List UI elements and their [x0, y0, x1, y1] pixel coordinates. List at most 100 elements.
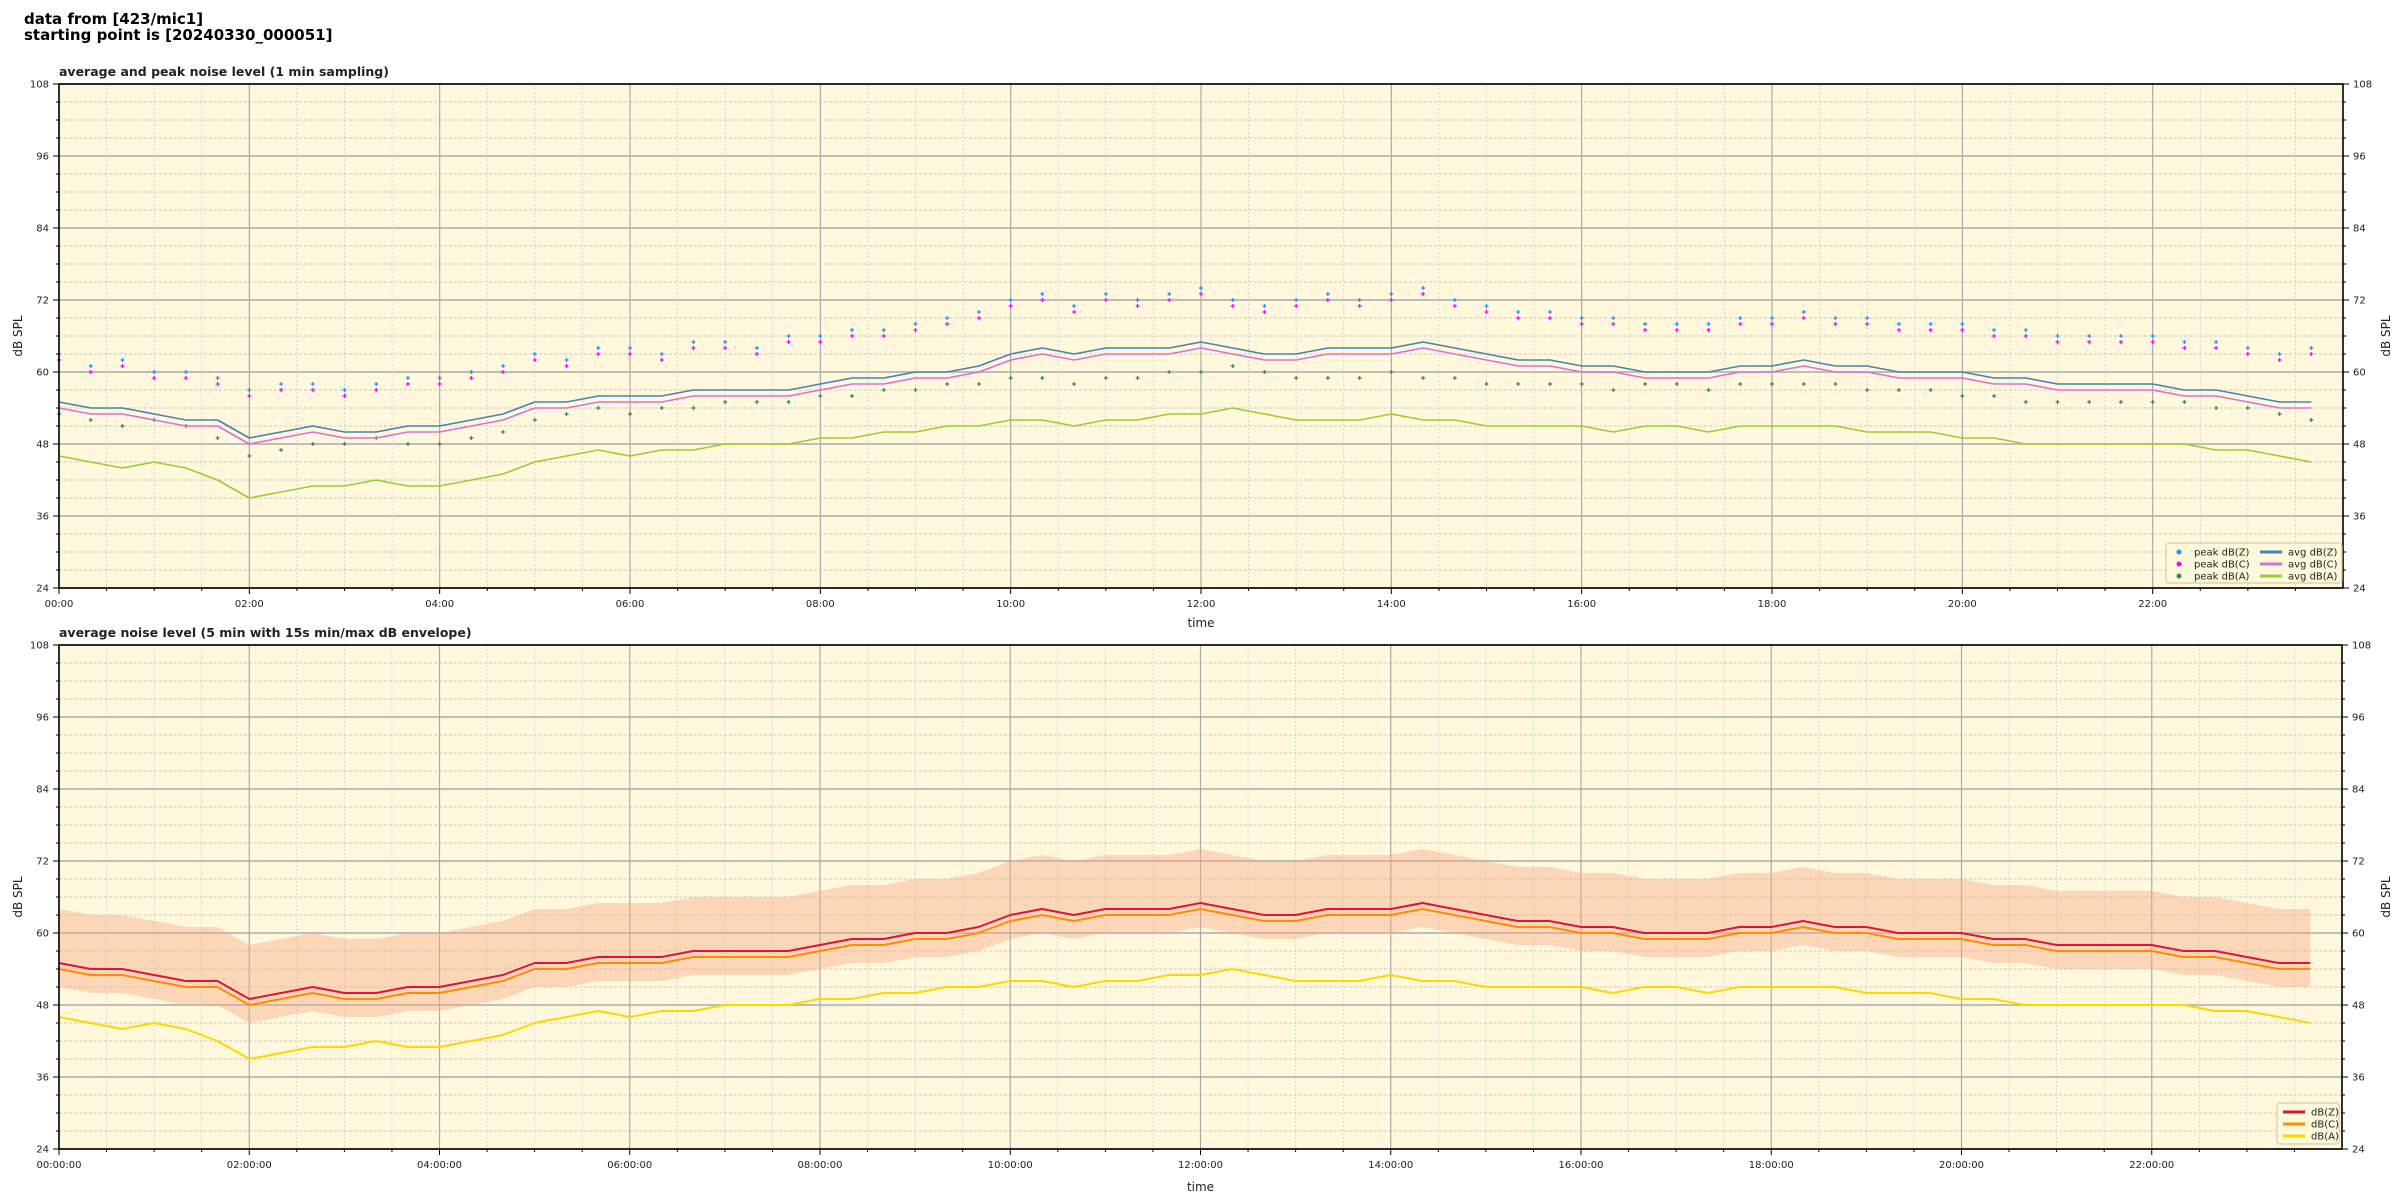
data-point: [1643, 322, 1648, 326]
y-tick-label-right: 72: [2353, 296, 2366, 307]
y-tick-label-right: 108: [2353, 80, 2372, 91]
data-point: [279, 388, 284, 392]
x-tick-label: 02:00:00: [227, 1160, 272, 1171]
data-point: [754, 400, 759, 404]
x-axis-label: time: [1187, 1180, 1214, 1194]
y-axis-label-left: dB SPL: [11, 876, 25, 918]
data-point: [691, 346, 696, 350]
data-point: [247, 454, 252, 458]
data-point: [405, 442, 410, 446]
data-point: [2309, 352, 2314, 356]
data-point: [1452, 304, 1457, 308]
legend-label: dB(Z): [2311, 1108, 2339, 1119]
legend-marker-dot: [2176, 561, 2182, 567]
data-point: [659, 406, 664, 410]
data-point: [1770, 316, 1774, 320]
series-peak-db-z-: [57, 286, 2314, 392]
data-point: [564, 412, 569, 416]
data-point: [1547, 316, 1552, 320]
header-starting-point: starting point is [20240330_000051]: [24, 26, 333, 44]
data-point: [1611, 316, 1616, 320]
data-point: [1325, 298, 1330, 302]
x-tick-label: 06:00:00: [607, 1160, 652, 1171]
legend-label: peak dB(A): [2194, 572, 2250, 583]
data-point: [2118, 340, 2123, 344]
data-point: [215, 382, 220, 386]
data-point: [2023, 400, 2028, 404]
data-point: [2182, 340, 2187, 344]
legend: peak dB(Z)peak dB(C)peak dB(A)avg dB(Z)a…: [2165, 542, 2343, 584]
y-tick-label-left: 24: [36, 584, 49, 595]
data-point: [2055, 340, 2060, 344]
data-point: [1199, 286, 1203, 290]
x-tick-label: 20:00:00: [1939, 1160, 1984, 1171]
legend-label: avg dB(A): [2288, 572, 2338, 583]
data-point: [596, 346, 601, 350]
data-point: [1040, 376, 1045, 380]
data-point: [120, 364, 125, 368]
chart-title: average and peak noise level (1 min samp…: [59, 64, 389, 79]
y-tick-label-right: 84: [2353, 224, 2366, 235]
x-tick-label: 14:00:00: [1368, 1160, 1413, 1171]
data-point: [881, 328, 886, 332]
data-point: [786, 340, 791, 344]
data-point: [1389, 292, 1394, 296]
data-point: [2023, 334, 2028, 338]
data-point: [1579, 382, 1584, 386]
series-line-avg-db-a-: [58, 407, 2312, 499]
data-point: [976, 316, 981, 320]
data-point: [1896, 322, 1901, 326]
data-point: [1072, 310, 1077, 314]
data-point: [88, 418, 93, 422]
data-point: [88, 364, 93, 368]
y-tick-label-right: 24: [2352, 1145, 2365, 1156]
data-point: [1167, 292, 1172, 296]
data-point: [1611, 322, 1616, 326]
data-point: [1992, 394, 1997, 398]
legend-box: [2165, 542, 2343, 584]
x-tick-label: 16:00:00: [1559, 1160, 1604, 1171]
data-point: [501, 370, 506, 374]
data-point: [818, 334, 823, 338]
y-tick-label-left: 84: [36, 785, 49, 796]
data-point: [2277, 352, 2282, 356]
data-point: [1706, 322, 1711, 326]
data-point: [2055, 334, 2060, 338]
data-point: [850, 394, 855, 398]
envelope-band: [59, 849, 2311, 1023]
x-tick-label: 18:00: [1758, 599, 1787, 610]
data-point: [1040, 298, 1045, 302]
y-tick-label-left: 72: [36, 857, 49, 868]
data-point: [1674, 382, 1679, 386]
y-axis-label-right: dB SPL: [2379, 315, 2393, 357]
data-point: [1452, 298, 1457, 302]
data-point: [1294, 304, 1299, 308]
data-point: [342, 394, 347, 398]
chart-panel-1: 24 24 36 36 48 48 60 60 72 72 84 84 96 96 108 108 00:00 0…: [11, 64, 2393, 630]
y-tick-label-left: 108: [30, 641, 49, 652]
data-point: [1738, 316, 1743, 320]
legend-label: avg dB(C): [2288, 560, 2338, 571]
data-point: [1135, 376, 1140, 380]
data-point: [881, 388, 886, 392]
data-point: [501, 364, 506, 368]
data-point: [532, 358, 537, 362]
data-point: [628, 346, 632, 350]
data-point: [437, 382, 442, 386]
data-point: [152, 370, 157, 374]
data-point: [1294, 298, 1299, 302]
data-point: [1040, 292, 1045, 296]
data-point: [564, 364, 569, 368]
data-point: [691, 406, 696, 410]
data-point: [1008, 298, 1013, 302]
x-tick-label: 22:00: [2138, 599, 2167, 610]
data-point: [596, 352, 601, 356]
data-point: [1579, 316, 1584, 320]
data-point: [183, 370, 188, 374]
y-tick-label-right: 48: [2352, 1001, 2365, 1012]
y-tick-label-left: 72: [36, 296, 49, 307]
x-tick-label: 08:00:00: [798, 1160, 843, 1171]
y-tick-label-left: 96: [36, 713, 49, 724]
data-point: [120, 424, 125, 428]
data-point: [976, 382, 981, 386]
